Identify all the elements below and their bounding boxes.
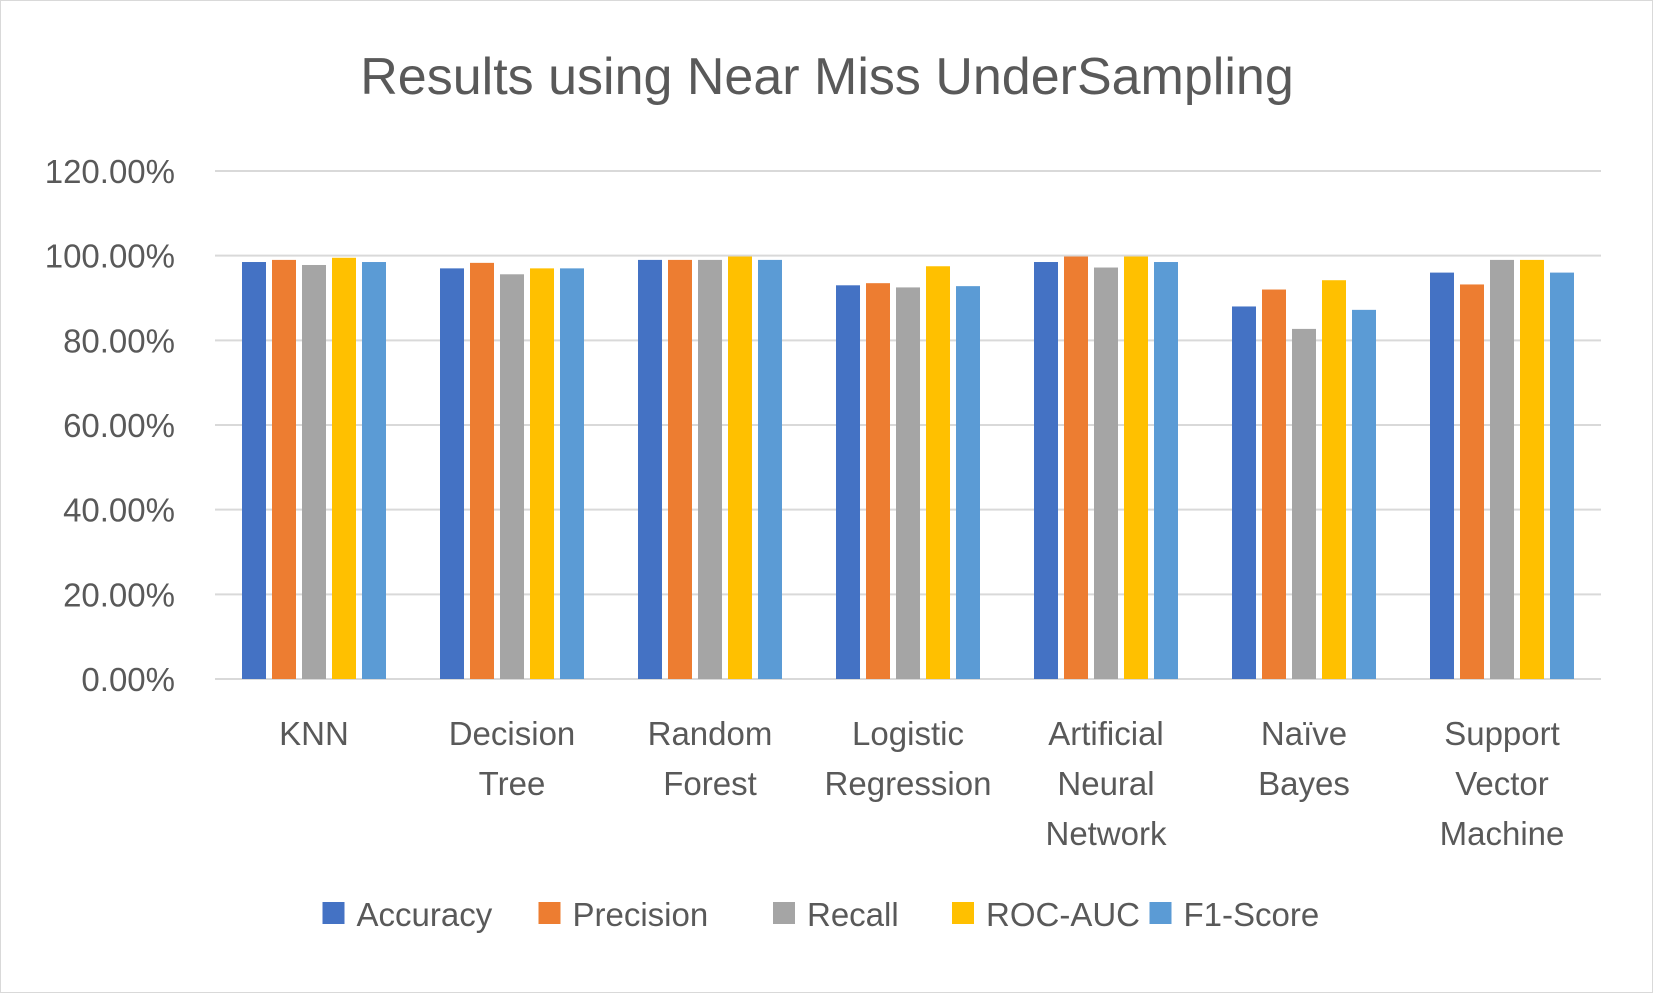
bar-recall <box>302 264 326 679</box>
legend-swatch <box>952 902 974 924</box>
bar-f1-score <box>1352 309 1376 679</box>
y-tick-label: 40.00% <box>63 492 175 529</box>
bar-precision <box>470 262 494 679</box>
x-category-label: Logistic Regression <box>825 715 992 802</box>
bar-recall <box>500 274 524 679</box>
bar-f1-score <box>1154 262 1178 679</box>
y-tick-label: 20.00% <box>63 576 175 613</box>
x-axis-category-labels: KNN Decision Tree Random Forest Logistic Regre… <box>279 715 1564 852</box>
bar-precision <box>272 259 296 679</box>
bar-accuracy <box>242 262 266 679</box>
x-category-label: Naïve Bayes <box>1258 715 1350 802</box>
legend-label: Recall <box>807 896 899 933</box>
bar-f1-score <box>1550 272 1574 679</box>
y-tick-label: 120.00% <box>45 153 175 190</box>
bar-recall <box>1490 259 1514 679</box>
bar-roc-auc <box>332 257 356 679</box>
bar-f1-score <box>956 286 980 679</box>
bars <box>242 256 1574 679</box>
y-tick-label: 100.00% <box>45 238 175 275</box>
y-tick-label: 80.00% <box>63 322 175 359</box>
legend-swatch <box>773 902 795 924</box>
bar-accuracy <box>836 285 860 679</box>
bar-accuracy <box>1034 262 1058 679</box>
x-category-label: Artificial Neural Network <box>1045 715 1167 852</box>
legend-swatch <box>1149 902 1172 924</box>
bar-accuracy <box>1232 306 1256 679</box>
x-category-label: Decision Tree <box>449 715 576 802</box>
bar-accuracy <box>440 268 464 679</box>
bar-recall <box>1292 328 1316 679</box>
bar-f1-score <box>758 259 782 679</box>
bar-roc-auc <box>728 256 752 679</box>
bar-precision <box>866 283 890 679</box>
bar-precision <box>1460 284 1484 679</box>
bar-roc-auc <box>926 266 950 679</box>
bar-precision <box>668 259 692 679</box>
bar-precision <box>1262 289 1286 679</box>
legend-swatch <box>322 902 345 924</box>
legend-label: Precision <box>573 896 709 933</box>
bar-roc-auc <box>1322 280 1346 679</box>
legend-label: F1-Score <box>1184 896 1320 933</box>
bar-precision <box>1064 256 1088 679</box>
y-axis-tick-labels: 0.00% 20.00% 40.00% 60.00% 80.00% 100.00% 120.… <box>45 153 175 698</box>
x-category-label: Random Forest <box>648 715 773 802</box>
chart-title: Results using Near Miss UnderSampling <box>360 48 1294 106</box>
bar-roc-auc <box>1124 256 1148 679</box>
legend-swatch <box>538 902 561 924</box>
legend-label: ROC-AUC <box>986 896 1140 933</box>
bar-accuracy <box>638 259 662 679</box>
y-tick-label: 60.00% <box>63 407 175 444</box>
bar-recall <box>698 259 722 679</box>
x-category-label: Support Vector Machine <box>1440 715 1565 852</box>
bar-f1-score <box>362 262 386 679</box>
bar-roc-auc <box>1520 259 1544 679</box>
x-category-label: KNN <box>279 715 349 752</box>
bar-recall <box>1094 267 1118 679</box>
legend-label: Accuracy <box>357 896 493 933</box>
bar-roc-auc <box>530 268 554 679</box>
legend: Accuracy Precision Recall ROC-AUC F1-Score <box>322 896 1320 933</box>
bar-recall <box>896 287 920 679</box>
bar-accuracy <box>1430 272 1454 679</box>
bar-f1-score <box>560 268 584 679</box>
y-tick-label: 0.00% <box>81 661 175 698</box>
